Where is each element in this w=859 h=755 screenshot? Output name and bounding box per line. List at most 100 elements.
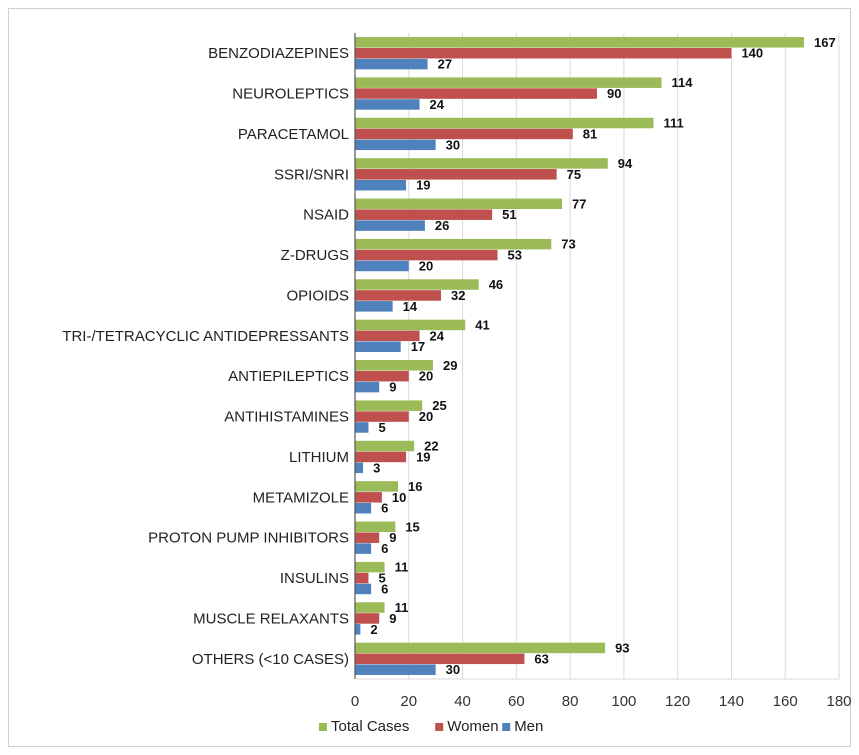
category-label: NSAID bbox=[303, 207, 349, 224]
data-label: 41 bbox=[475, 317, 489, 332]
x-tick-label: 40 bbox=[454, 693, 471, 710]
bar bbox=[355, 58, 428, 70]
bars bbox=[355, 37, 805, 675]
legend-swatch bbox=[435, 723, 444, 731]
bar bbox=[355, 117, 654, 129]
bar bbox=[355, 664, 436, 675]
data-label: 19 bbox=[416, 449, 430, 464]
data-label: 73 bbox=[561, 237, 575, 252]
data-label: 6 bbox=[381, 501, 388, 516]
data-label: 6 bbox=[381, 581, 388, 596]
x-tick-label: 100 bbox=[611, 693, 636, 710]
data-label: 167 bbox=[814, 35, 836, 50]
data-label: 77 bbox=[572, 196, 586, 211]
legend: Total Cases Women Men bbox=[319, 718, 543, 735]
category-label: BENZODIAZEPINES bbox=[208, 45, 349, 62]
bar bbox=[355, 602, 385, 613]
bar bbox=[355, 169, 557, 180]
category-label: TRI-/TETRACYCLIC ANTIDEPRESSANTS bbox=[62, 328, 349, 345]
data-label: 93 bbox=[615, 640, 629, 655]
bar bbox=[355, 422, 369, 433]
category-label: Z-DRUGS bbox=[281, 247, 349, 264]
category-labels: BENZODIAZEPINES NEUROLEPTICS PARACETAMOL SS… bbox=[62, 45, 349, 668]
bar bbox=[355, 88, 597, 99]
data-label: 29 bbox=[443, 358, 457, 373]
data-label: 27 bbox=[438, 57, 452, 72]
data-label: 9 bbox=[389, 611, 396, 626]
bar bbox=[355, 77, 662, 88]
bar bbox=[355, 37, 805, 48]
legend-entry: Men bbox=[514, 718, 543, 735]
data-label: 75 bbox=[567, 167, 581, 182]
data-label: 25 bbox=[432, 398, 446, 413]
bar bbox=[355, 99, 420, 110]
bar bbox=[355, 319, 466, 331]
bar bbox=[355, 462, 364, 474]
bar bbox=[355, 440, 415, 452]
data-label: 20 bbox=[419, 369, 433, 384]
data-labels: 1671402711490241118130947519775126735320… bbox=[370, 35, 835, 677]
data-label: 32 bbox=[451, 288, 465, 303]
data-label: 9 bbox=[389, 530, 396, 545]
bar bbox=[355, 128, 573, 140]
bar bbox=[355, 561, 385, 573]
chart-frame: 167 140 27 114 90 24 111 81 30 94 75 19 77 51 26 73 53 20… bbox=[8, 8, 852, 747]
x-tick-label: 160 bbox=[773, 693, 798, 710]
bar-chart: 1671402711490241118130947519775126735320… bbox=[62, 33, 852, 735]
data-label: 111 bbox=[663, 116, 683, 131]
bar bbox=[355, 238, 552, 250]
bar bbox=[355, 290, 442, 301]
legend-swatch bbox=[319, 723, 327, 731]
bar bbox=[355, 613, 380, 624]
bar bbox=[355, 572, 369, 584]
bar bbox=[355, 411, 409, 422]
x-tick-label: 60 bbox=[508, 693, 525, 710]
data-label: 63 bbox=[534, 651, 548, 666]
data-label: 11 bbox=[395, 560, 409, 575]
x-tick-label: 80 bbox=[562, 693, 579, 710]
data-label: 6 bbox=[381, 541, 388, 556]
bar bbox=[355, 370, 409, 382]
bar bbox=[355, 521, 396, 533]
bar bbox=[355, 532, 380, 543]
data-label: 140 bbox=[741, 46, 763, 61]
bar bbox=[355, 301, 393, 312]
category-label: INSULINS bbox=[280, 570, 349, 587]
bar bbox=[355, 400, 423, 411]
bar bbox=[355, 330, 420, 342]
data-label: 53 bbox=[508, 248, 522, 263]
data-label: 19 bbox=[416, 178, 430, 193]
data-label: 81 bbox=[583, 126, 597, 141]
category-label: ANTIEPILEPTICS bbox=[228, 368, 349, 385]
bar bbox=[355, 543, 372, 554]
data-label: 5 bbox=[378, 420, 385, 435]
data-label: 30 bbox=[446, 137, 460, 152]
bar bbox=[355, 502, 372, 514]
data-label: 51 bbox=[502, 207, 516, 222]
data-label: 24 bbox=[430, 97, 445, 112]
bar bbox=[355, 360, 433, 371]
data-label: 114 bbox=[672, 75, 694, 90]
bar bbox=[355, 341, 401, 352]
x-tick-label: 140 bbox=[719, 693, 744, 710]
bar bbox=[355, 492, 382, 503]
bar bbox=[355, 481, 399, 492]
bar bbox=[355, 158, 608, 169]
category-label: ANTIHISTAMINES bbox=[224, 409, 349, 426]
data-label: 2 bbox=[370, 622, 377, 637]
bar bbox=[355, 260, 409, 272]
bar bbox=[355, 642, 606, 654]
bar bbox=[355, 381, 380, 393]
data-label: 9 bbox=[389, 380, 396, 395]
bar bbox=[355, 451, 407, 463]
data-label: 15 bbox=[405, 519, 419, 534]
data-label: 26 bbox=[435, 218, 449, 233]
data-label: 22 bbox=[424, 439, 438, 454]
data-label: 30 bbox=[446, 662, 460, 677]
category-label: OPIOIDS bbox=[286, 287, 349, 304]
data-label: 17 bbox=[411, 339, 425, 354]
gridlines bbox=[408, 33, 840, 679]
data-label: 10 bbox=[392, 490, 406, 505]
bar bbox=[355, 179, 407, 191]
category-label: PARACETAMOL bbox=[238, 126, 349, 143]
